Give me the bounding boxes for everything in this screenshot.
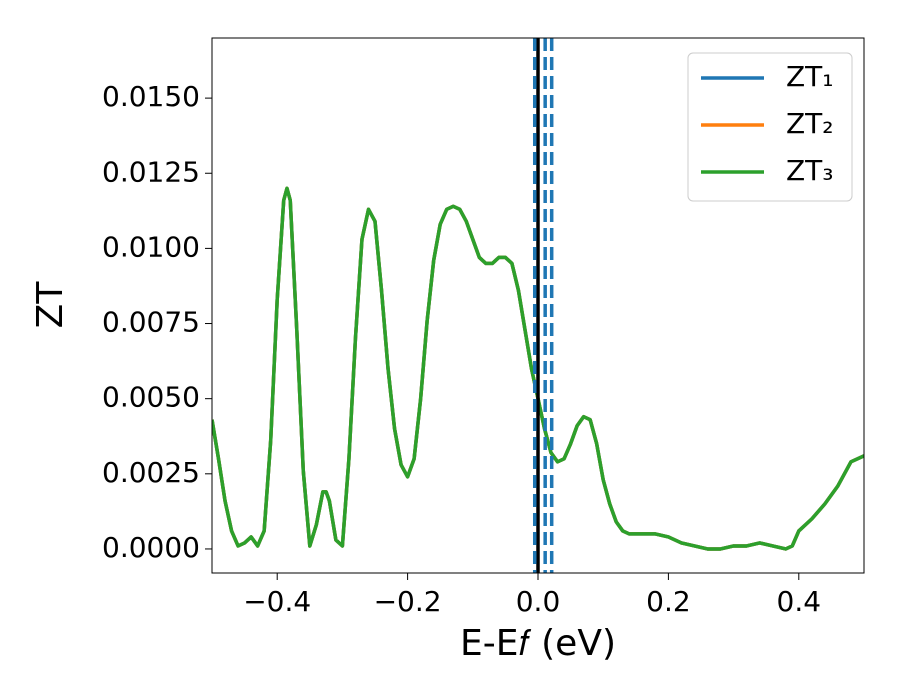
legend-label: ZT₁ [786, 60, 834, 93]
legend-label: ZT₂ [786, 107, 834, 140]
x-tick-label: 0.0 [516, 585, 561, 618]
x-tick-label: −0.2 [374, 585, 442, 618]
x-tick-label: 0.2 [646, 585, 691, 618]
x-tick-label: −0.4 [243, 585, 311, 618]
y-tick-label: 0.0075 [102, 306, 200, 339]
x-axis-label: E-E𝑓 (eV) [460, 623, 616, 664]
legend-label: ZT₃ [786, 154, 834, 187]
y-tick-label: 0.0150 [102, 80, 200, 113]
y-tick-label: 0.0025 [102, 456, 200, 489]
y-tick-label: 0.0100 [102, 230, 200, 263]
y-tick-label: 0.0050 [102, 381, 200, 414]
legend-box [687, 52, 853, 202]
plot-frame [211, 37, 865, 574]
y-tick-label: 0.0000 [102, 531, 200, 564]
series-line [212, 186, 864, 551]
y-tick-label: 0.0125 [102, 155, 200, 188]
y-axis-label: ZT [30, 281, 71, 329]
x-tick-label: 0.4 [777, 585, 822, 618]
